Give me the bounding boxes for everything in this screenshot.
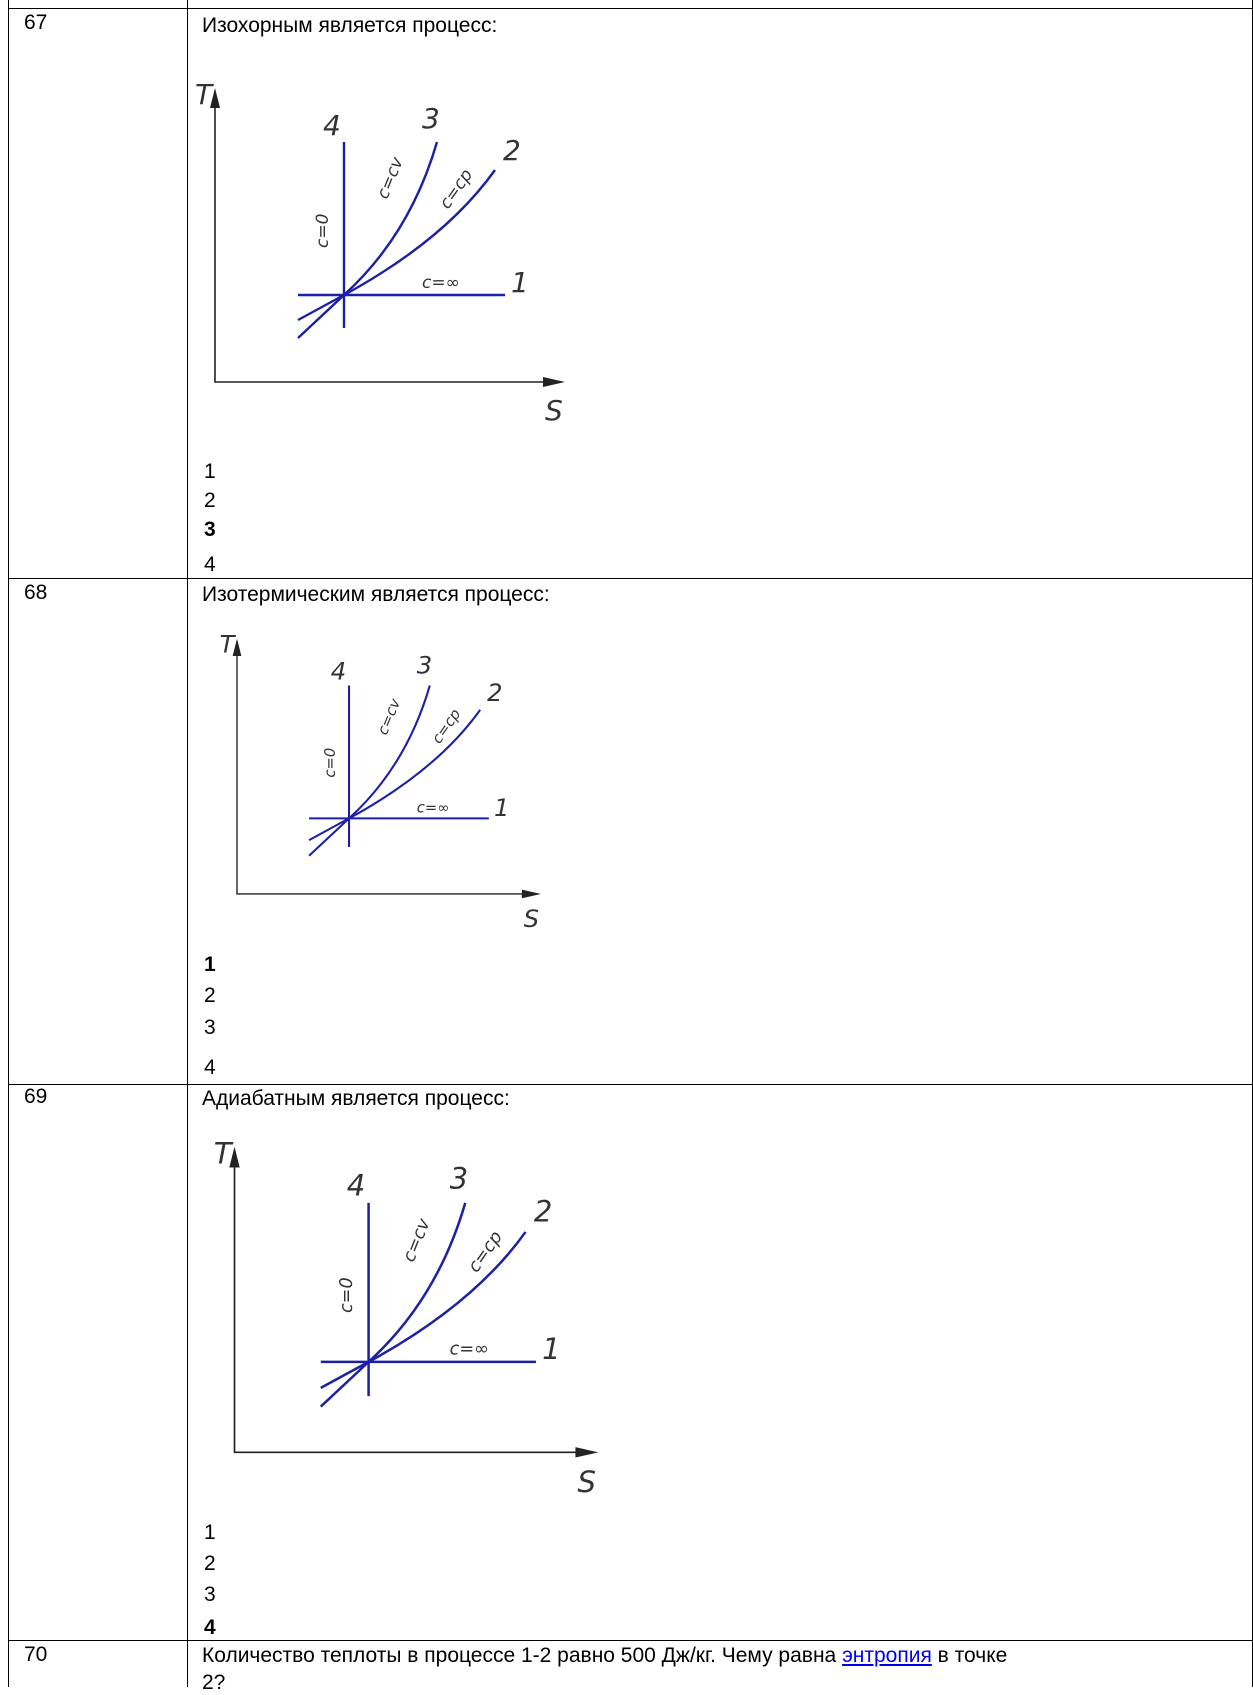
axis-label-s: S	[545, 394, 563, 427]
question-text: Изотермическим является процесс:	[202, 583, 550, 606]
curve-3-isochoric	[319, 1202, 467, 1408]
curve-label: c=∞	[422, 273, 460, 293]
ts-diagram: T S 4 3 2 1 c=0 c=cv c=cp c=∞	[220, 630, 541, 933]
question-number: 67	[24, 11, 48, 34]
table-border-top	[8, 8, 1253, 9]
curve-3-isochoric	[308, 685, 431, 857]
curve-2-isobaric	[308, 709, 482, 842]
axis-arrow-s	[543, 377, 565, 387]
curve-label: c=0	[322, 748, 339, 778]
answer-option: 3	[204, 1016, 216, 1039]
question-text: Количество теплоты в процессе 1-2 равно …	[202, 1644, 1007, 1668]
axis-label-t: T	[195, 78, 214, 111]
curve-label: c=0	[313, 214, 333, 248]
curve-number: 4	[331, 656, 346, 685]
answer-option: 2	[204, 984, 216, 1007]
entropy-link[interactable]: энтропия	[842, 1644, 932, 1667]
ts-diagram: T S 4 3 2 1 c=0 c=cv c=cp c=∞	[195, 78, 565, 427]
curve-label: c=∞	[417, 799, 450, 816]
curve-label: c=cp	[436, 165, 478, 212]
question-number: 68	[24, 581, 48, 604]
curve-2-isobaric	[297, 169, 496, 322]
curve-label: c=cp	[429, 706, 465, 747]
curve-number: 1	[511, 266, 529, 299]
axis-lines	[236, 649, 531, 895]
curve-number: 4	[323, 109, 341, 142]
row-divider	[8, 578, 1253, 579]
curve-label: c=cv	[373, 154, 408, 202]
answer-option-correct: 3	[204, 518, 216, 541]
curve-number: 3	[450, 1161, 469, 1195]
question-text: Изохорным является процесс:	[202, 14, 498, 37]
answer-option-correct: 4	[204, 1616, 216, 1639]
curve-label: c=0	[337, 1277, 357, 1313]
curve-number: 1	[494, 793, 509, 822]
answer-option: 4	[204, 553, 216, 576]
curve-number: 1	[542, 1332, 561, 1366]
axis-arrow-s	[575, 1447, 599, 1458]
axis-label-s: S	[524, 904, 539, 933]
curve-number: 2	[534, 1195, 553, 1229]
curve-label: c=cv	[374, 696, 404, 737]
curve-number: 2	[503, 134, 521, 167]
question-number: 70	[24, 1643, 48, 1666]
curve-number: 4	[347, 1169, 366, 1203]
question-text: Адиабатным является процесс:	[202, 1087, 510, 1110]
axis-arrow-s	[521, 889, 541, 899]
question-text-part: Количество теплоты в процессе 1-2 равно …	[202, 1644, 837, 1667]
axis-arrow-t	[229, 1146, 240, 1168]
curve-number: 2	[487, 678, 502, 707]
row-divider	[8, 1640, 1253, 1641]
question-text-part: в точке	[937, 1644, 1008, 1667]
axis-lines	[233, 1159, 586, 1454]
row-divider	[8, 1084, 1253, 1085]
answer-option: 2	[204, 489, 216, 512]
axis-label-t: T	[214, 1136, 234, 1170]
column-divider	[187, 0, 188, 1687]
axis-label-s: S	[578, 1465, 596, 1499]
question-text-continued: 2?	[202, 1671, 226, 1694]
axis-arrow-t	[232, 638, 242, 656]
table-border-left	[8, 0, 9, 1687]
axis-arrow-t	[210, 88, 220, 108]
answer-option-correct: 1	[204, 953, 216, 976]
answer-option: 4	[204, 1056, 216, 1079]
curve-2-isobaric	[320, 1231, 527, 1389]
answer-option: 3	[204, 1583, 216, 1606]
answer-option: 1	[204, 460, 216, 483]
curve-label: c=cp	[464, 1228, 506, 1277]
question-number: 69	[24, 1085, 48, 1108]
answer-option: 1	[204, 1521, 216, 1544]
curve-number: 3	[417, 650, 432, 679]
ts-diagram: T S 4 3 2 1 c=0 c=cv c=cp c=∞	[214, 1136, 599, 1499]
axis-label-t: T	[220, 630, 237, 659]
curve-number: 3	[422, 102, 440, 135]
axis-lines	[214, 100, 553, 383]
curve-label: c=cv	[399, 1216, 434, 1265]
curve-label: c=∞	[450, 1340, 489, 1360]
answer-option: 2	[204, 1552, 216, 1575]
curve-3-isochoric	[297, 141, 439, 339]
